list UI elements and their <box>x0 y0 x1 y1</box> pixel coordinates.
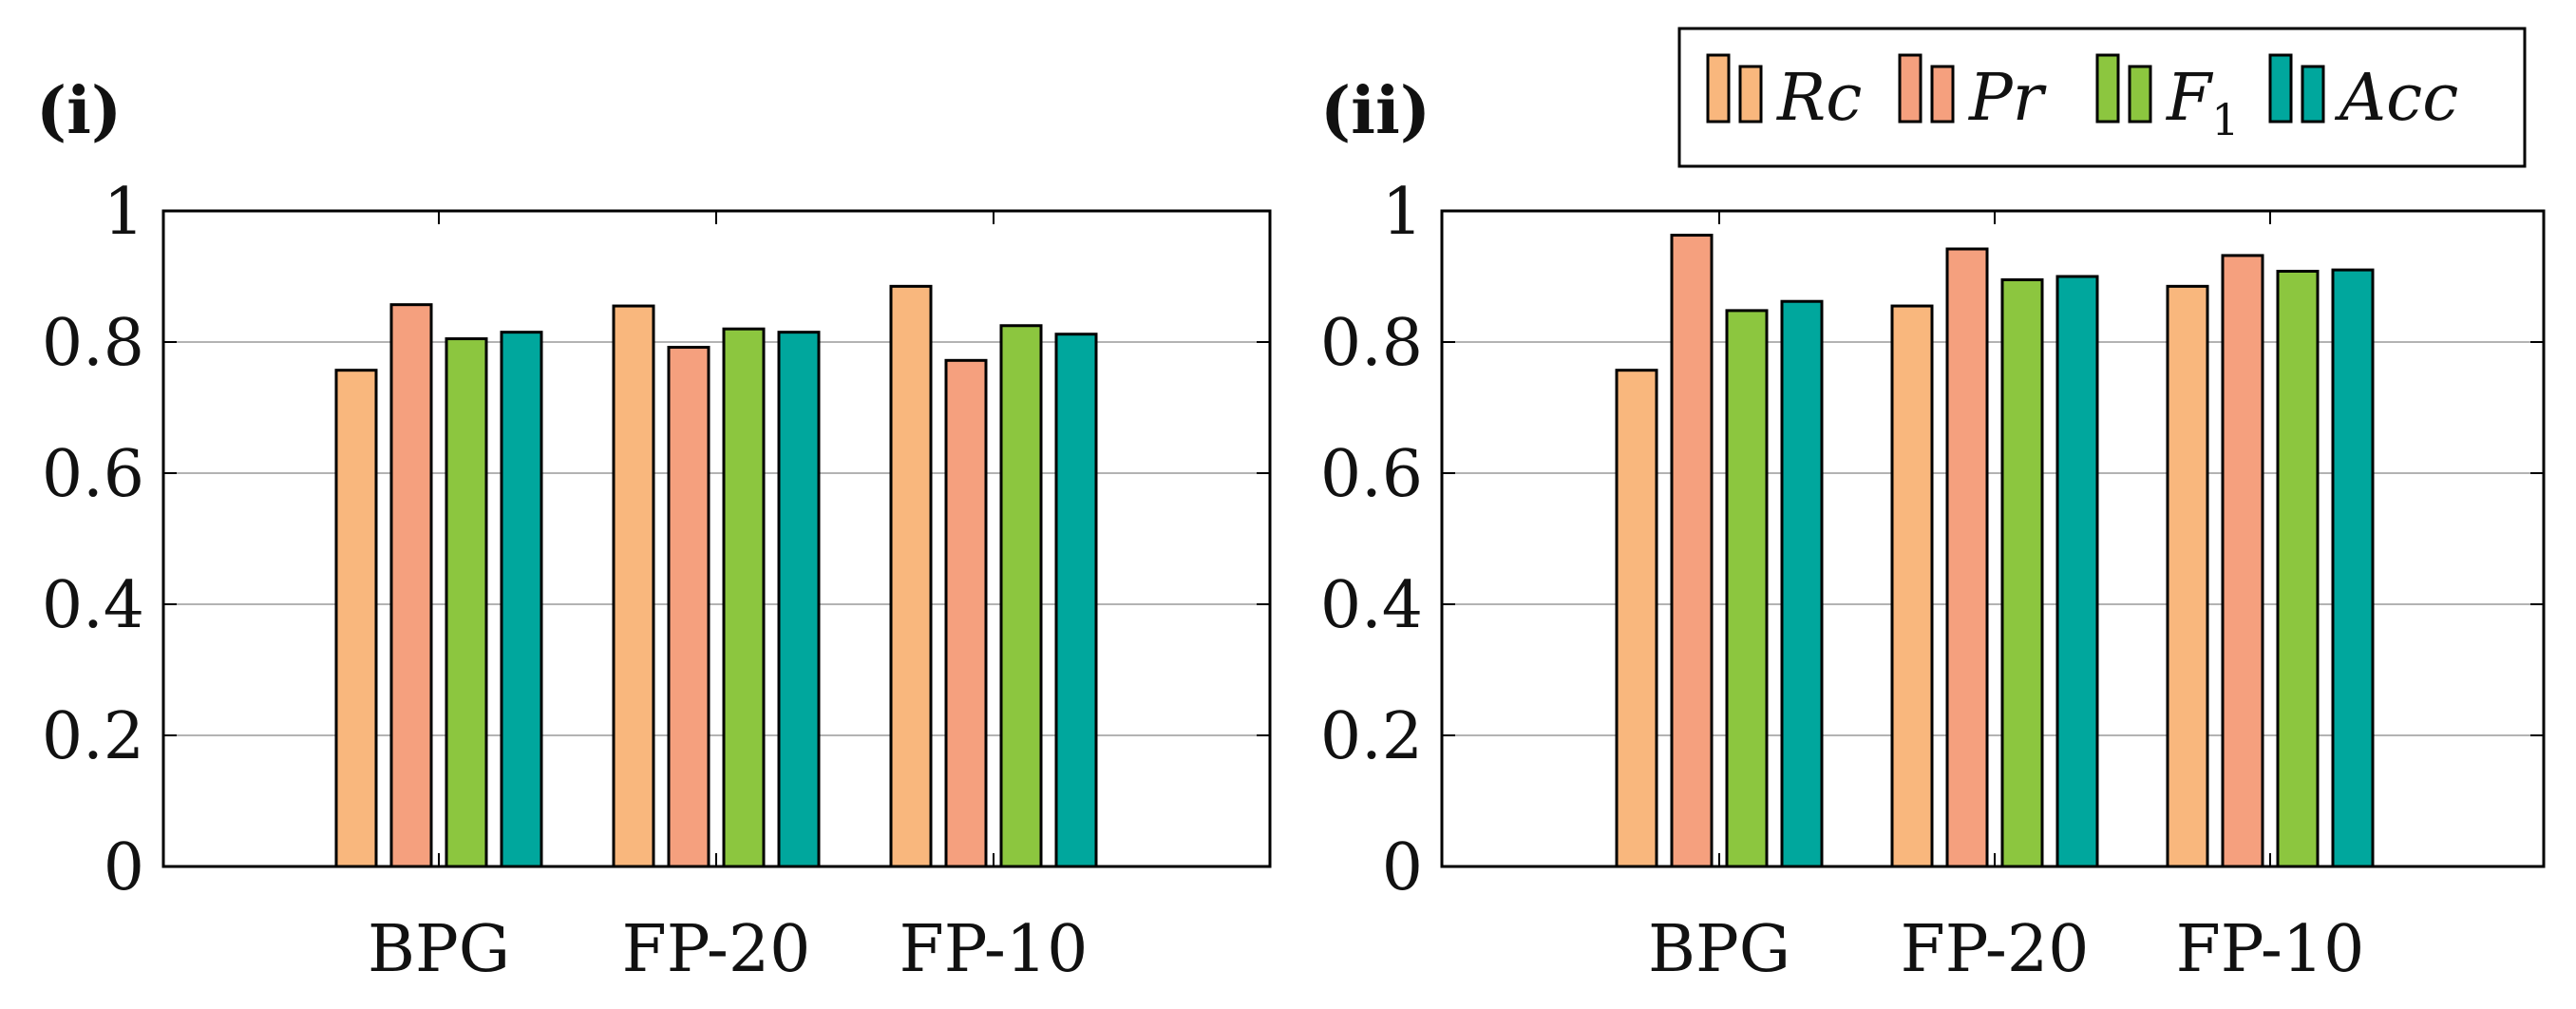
legend-label: Pr <box>1967 61 2047 136</box>
bar-pr-fp-10 <box>2221 254 2264 868</box>
axis-frame <box>1440 209 2546 868</box>
legend-label: Acc <box>2334 61 2458 136</box>
y-tick-label: 0.6 <box>1320 437 1423 512</box>
legend-label-base: Pr <box>1967 61 2047 136</box>
x-tick-label: FP-20 <box>622 912 811 987</box>
legend: Rc Pr F1 Acc <box>1677 27 2527 168</box>
y-tick-label: 1 <box>104 175 144 250</box>
bar-f1-fp-10 <box>2276 269 2320 868</box>
bar-rc-bpg <box>1615 369 1658 868</box>
legend-swatch <box>2095 53 2120 124</box>
x-tick-label: BPG <box>1648 912 1790 987</box>
panel-i: 0 0.2 0.4 0.6 0.8 1 BPG FP-20 FP-10 (i) <box>36 73 1272 987</box>
legend-label: Rc <box>1775 61 1862 136</box>
legend-swatch <box>1738 65 1763 124</box>
bar-rc-fp-20 <box>612 304 655 868</box>
legend-swatch <box>1898 53 1923 124</box>
y-tick-label: 0.8 <box>42 306 144 381</box>
x-tick-label: FP-10 <box>2176 912 2365 987</box>
bar-rc-fp-10 <box>2166 284 2209 868</box>
y-tick-label: 0.6 <box>42 437 144 512</box>
legend-swatch <box>1930 65 1955 124</box>
x-tick-label: FP-10 <box>900 912 1089 987</box>
bar-f1-bpg <box>1725 309 1769 868</box>
x-tick-label: BPG <box>368 912 510 987</box>
bar-f1-fp-20 <box>722 327 766 868</box>
bar-pr-fp-10 <box>944 358 988 868</box>
panel-label: (i) <box>36 73 122 149</box>
bar-pr-bpg <box>1670 234 1714 868</box>
legend-label-base: F <box>2165 61 2214 136</box>
panel-ii: 0 0.2 0.4 0.6 0.8 1 BPG FP-20 FP-10 (ii) <box>1320 73 2546 987</box>
bar-pr-fp-20 <box>667 346 710 868</box>
y-tick-label: 0.2 <box>1320 699 1423 774</box>
bar-acc-bpg <box>500 331 543 868</box>
legend-swatch <box>1706 53 1731 124</box>
legend-label-subscript: 1 <box>2211 94 2239 145</box>
bar-pr-bpg <box>389 303 433 868</box>
bar-acc-fp-20 <box>2055 275 2099 868</box>
bar-rc-bpg <box>334 369 378 868</box>
y-tick-label: 0.4 <box>42 568 144 643</box>
bar-pr-fp-20 <box>1945 247 1989 868</box>
bar-f1-fp-20 <box>2000 277 2044 868</box>
panel-label: (ii) <box>1320 73 1430 149</box>
y-tick-label: 0.2 <box>42 699 144 774</box>
legend-swatch <box>2301 65 2325 124</box>
y-tick-label: 0.8 <box>1320 306 1423 381</box>
bar-acc-fp-20 <box>777 331 821 868</box>
bar-f1-fp-10 <box>999 324 1043 868</box>
bar-acc-fp-10 <box>2331 268 2375 868</box>
legend-swatch <box>2128 65 2152 124</box>
bar-f1-bpg <box>445 337 488 868</box>
bar-acc-fp-10 <box>1054 333 1098 868</box>
y-tick-label: 0 <box>1382 830 1423 905</box>
bar-rc-fp-20 <box>1890 304 1934 868</box>
legend-label-base: Rc <box>1775 61 1862 136</box>
bar-rc-fp-10 <box>889 284 933 868</box>
legend-label-base: Acc <box>2334 61 2458 136</box>
y-tick-label: 1 <box>1382 175 1423 250</box>
x-tick-label: FP-20 <box>1901 912 2090 987</box>
bar-acc-bpg <box>1780 299 1824 868</box>
legend-label: F1 <box>2165 61 2239 145</box>
y-tick-label: 0.4 <box>1320 568 1423 643</box>
legend-swatch <box>2268 53 2293 124</box>
axis-frame <box>161 209 1272 868</box>
y-tick-label: 0 <box>104 830 144 905</box>
